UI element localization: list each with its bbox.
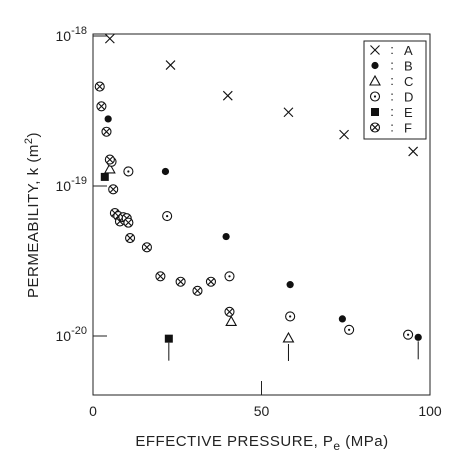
data-point-D (344, 324, 355, 335)
data-point-F (141, 242, 152, 253)
legend-separator: : (390, 42, 394, 57)
legend-marker-B (371, 61, 379, 70)
data-point-F (205, 276, 216, 287)
data-point-F (224, 306, 235, 317)
y-tick-label: 10-19 (56, 175, 87, 194)
data-point-F (155, 271, 166, 282)
data-point-B (338, 315, 346, 323)
series-A (104, 33, 419, 157)
x-axis-subscript: e (333, 439, 340, 453)
legend-label-A: A (404, 43, 413, 58)
series-E (100, 172, 173, 343)
x-tick-label: 100 (418, 403, 442, 419)
y-axis-unit: (m (25, 144, 42, 163)
data-point-F (104, 154, 115, 165)
legend-label-B: B (404, 59, 413, 74)
legend-separator: : (390, 104, 394, 119)
y-tick-label: 10-18 (56, 25, 87, 44)
legend-label-E: E (404, 105, 413, 120)
y-tick-label: 10-20 (56, 325, 87, 344)
data-point-C (103, 162, 116, 174)
data-point-F (94, 81, 105, 92)
data-point-A (222, 90, 233, 101)
series-F (94, 81, 235, 317)
y-axis-title: PERMEABILITY, k (m2) (23, 132, 42, 298)
legend-marker-F (369, 122, 381, 133)
data-point-F (123, 217, 134, 228)
data-point-F (175, 276, 186, 287)
x-axis-unit: (MPa) (345, 433, 388, 450)
legend-marker-E (371, 108, 379, 116)
data-point-E (100, 172, 109, 181)
y-axis-label: PERMEABILITY, k (25, 167, 42, 298)
x-axis-label: EFFECTIVE PRESSURE, P (135, 433, 333, 450)
data-point-B (161, 167, 170, 176)
data-point-C (225, 315, 238, 327)
data-point-C (282, 331, 295, 343)
data-point-A (165, 60, 176, 70)
data-point-D (403, 329, 414, 340)
data-point-F (125, 232, 136, 244)
data-point-B (286, 281, 294, 289)
data-point-D (285, 311, 296, 322)
legend-marker-A (370, 45, 380, 55)
legend-label-C: C (404, 74, 413, 89)
data-point-B (222, 232, 230, 241)
legend-marker-D (369, 91, 381, 102)
series-D (106, 156, 414, 340)
x-axis-title: EFFECTIVE PRESSURE, Pe (MPa) (135, 433, 388, 453)
legend-separator: : (390, 120, 394, 135)
data-point-A (408, 146, 419, 157)
legend-separator: : (390, 89, 394, 104)
legend-separator: : (390, 73, 394, 88)
x-tick-label: 0 (89, 403, 97, 419)
series-B (104, 115, 422, 341)
data-point-B (104, 115, 112, 123)
data-point-E (164, 334, 173, 343)
data-point-B (414, 333, 422, 341)
x-tick-label: 50 (254, 403, 270, 419)
legend-marker-C (369, 74, 381, 86)
y-axis-unit-sup: 2 (23, 138, 35, 145)
data-point-F (101, 126, 112, 137)
data-point-F (192, 285, 203, 296)
data-point-D (224, 271, 235, 282)
legend-separator: : (390, 58, 394, 73)
data-point-F (96, 101, 107, 112)
legend-label-D: D (404, 90, 413, 105)
data-point-A (339, 129, 349, 140)
data-point-D (162, 211, 173, 222)
data-point-D (123, 166, 134, 177)
legend-label-F: F (404, 121, 412, 136)
series-C (103, 162, 295, 343)
data-point-F (108, 184, 119, 195)
y-axis-unit-close: ) (25, 132, 42, 138)
data-point-A (104, 33, 115, 44)
data-point-A (283, 107, 294, 118)
